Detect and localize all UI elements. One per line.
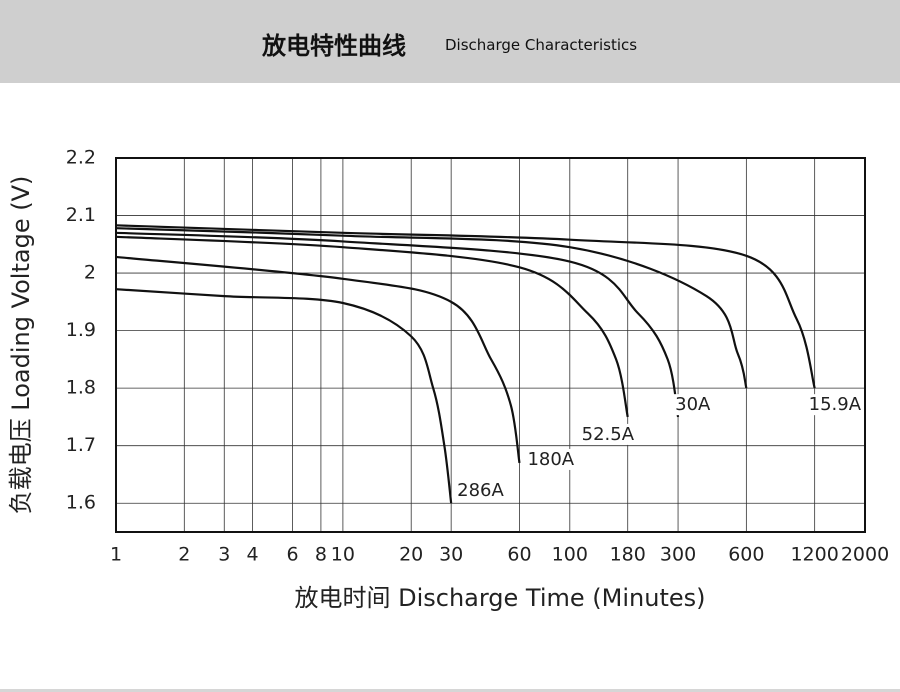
discharge-curve: [115, 231, 680, 418]
series-label: 180A: [527, 449, 574, 470]
x-tick-label: 4: [247, 544, 259, 566]
discharge-curve: [115, 288, 453, 504]
x-tick-label: 2: [178, 544, 190, 566]
header-subtitle: Discharge Characteristics: [445, 36, 638, 54]
series-label-bg: [455, 480, 507, 502]
series-label-bg: [673, 394, 714, 416]
x-tick-label: 100: [552, 544, 588, 566]
x-tick-label: 180: [610, 544, 646, 566]
series-label: 15.9A: [809, 394, 862, 415]
x-tick-label: 60: [507, 544, 531, 566]
x-tick-label: 30: [439, 544, 463, 566]
series-label-bg: [525, 448, 577, 470]
plot-frame: [115, 157, 866, 533]
x-tick-label: 1200: [790, 544, 838, 566]
x-tick-label: 300: [660, 544, 696, 566]
y-axis-label: 负载电压 Loading Voltage (V): [7, 176, 35, 515]
y-tick-label: 2.1: [66, 204, 96, 226]
y-tick-label: 1.6: [66, 492, 96, 514]
discharge-curve: [115, 235, 629, 418]
x-axis-label: 放电时间 Discharge Time (Minutes): [294, 584, 705, 612]
y-tick-label: 1.8: [66, 377, 96, 399]
series-label: 30A: [675, 394, 711, 415]
series-label: 286A: [457, 480, 504, 501]
header: 放电特性曲线 Discharge Characteristics: [0, 0, 900, 83]
series-label: 52.5A: [582, 424, 635, 445]
x-tick-label: 600: [728, 544, 764, 566]
x-tick-label: 10: [331, 544, 355, 566]
series-label-bg: [806, 394, 864, 416]
x-tick-label: 1: [110, 544, 122, 566]
discharge-curve: [115, 224, 816, 389]
x-tick-label: 6: [287, 544, 299, 566]
x-tick-label: 20: [399, 544, 423, 566]
x-tick-label: 2000: [841, 544, 889, 566]
discharge-curve: [115, 255, 521, 464]
y-tick-label: 2.2: [66, 147, 96, 169]
x-tick-label: 3: [218, 544, 230, 566]
footer-rule: [0, 689, 900, 692]
y-tick-label: 1.7: [66, 434, 96, 456]
series-label-bg: [579, 423, 637, 445]
y-tick-label: 2: [84, 262, 96, 284]
x-tick-label: 8: [315, 544, 327, 566]
discharge-curve: [115, 227, 748, 389]
y-tick-label: 1.9: [66, 319, 96, 341]
header-title: 放电特性曲线: [262, 32, 406, 60]
